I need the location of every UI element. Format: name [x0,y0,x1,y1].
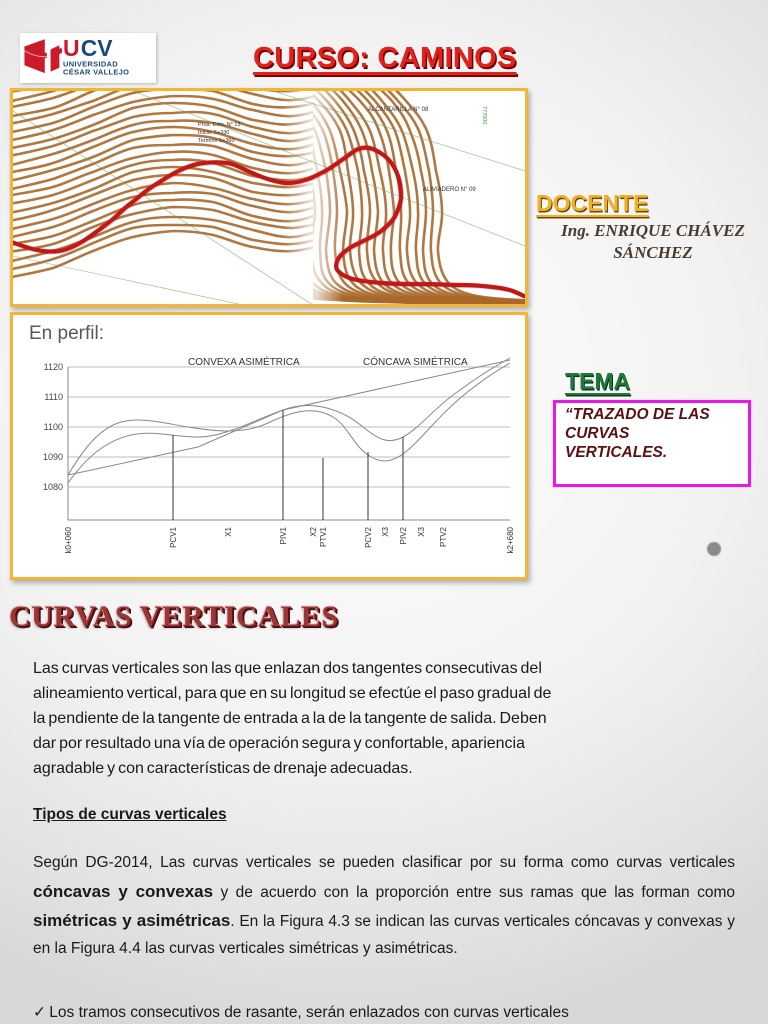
svg-text:Proa. Esto. N° 13: Proa. Esto. N° 13 [198,122,241,128]
svg-text:1110: 1110 [44,392,63,402]
svg-text:Termino 5+360: Termino 5+360 [198,138,235,144]
svg-text:X1: X1 [224,526,233,536]
svg-text:CONVEXA ASIMÉTRICA: CONVEXA ASIMÉTRICA [188,355,300,368]
svg-text:PTV2: PTV2 [439,526,448,547]
svg-text:X3: X3 [417,526,426,536]
svg-text:PCV1: PCV1 [169,526,178,547]
svg-text:CÉSAR VALLEJO: CÉSAR VALLEJO [63,68,129,77]
svg-text:Inicio: 5+330: Inicio: 5+330 [198,130,229,136]
svg-text:PCV2: PCV2 [364,526,373,547]
svg-text:ALIVIADERO N° 09: ALIVIADERO N° 09 [423,187,476,193]
svg-text:1080: 1080 [43,482,63,492]
svg-text:777000: 777000 [481,106,487,124]
svg-text:U: U [63,35,80,61]
svg-text:1090: 1090 [43,452,63,462]
svg-text:CV: CV [81,35,114,61]
svg-text:1120: 1120 [44,362,63,372]
svg-text:PIV1: PIV1 [279,526,288,544]
svg-text:k2+680: k2+680 [506,526,515,553]
svg-text:PTV1: PTV1 [319,526,328,547]
svg-text:ALCANTARILLA N° 08: ALCANTARILLA N° 08 [368,107,429,113]
svg-text:X3: X3 [381,526,390,536]
svg-text:CÓNCAVA SIMÉTRICA: CÓNCAVA SIMÉTRICA [363,355,468,368]
svg-text:k0+060: k0+060 [64,526,73,553]
svg-text:X2: X2 [309,526,318,536]
svg-text:PIV2: PIV2 [399,526,408,544]
svg-text:1100: 1100 [44,422,63,432]
